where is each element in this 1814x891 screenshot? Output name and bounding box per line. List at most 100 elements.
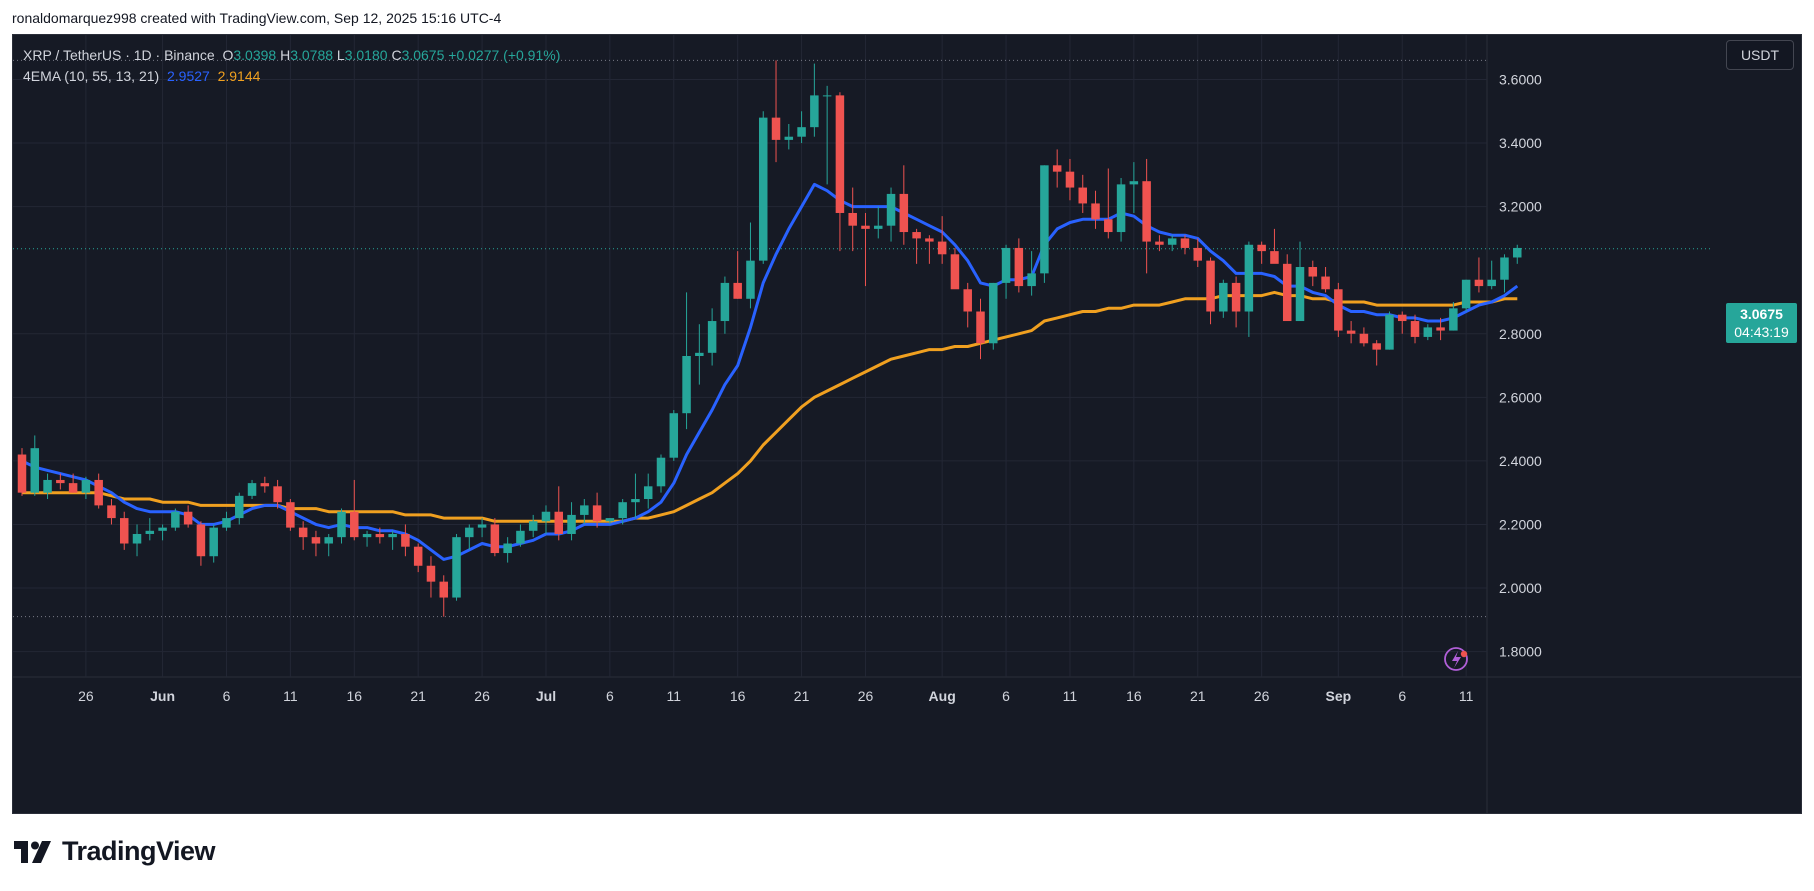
ema-layer bbox=[21, 182, 1519, 561]
candle bbox=[260, 476, 270, 493]
candle-body bbox=[324, 537, 333, 544]
candle-body bbox=[273, 486, 282, 503]
currency-button[interactable]: USDT bbox=[1726, 40, 1794, 70]
candle bbox=[247, 479, 257, 500]
candle bbox=[503, 537, 512, 563]
candle-body bbox=[350, 511, 359, 538]
candle bbox=[707, 308, 717, 366]
candle bbox=[516, 524, 525, 547]
candle-body bbox=[1014, 247, 1024, 287]
candle bbox=[350, 479, 359, 541]
candle bbox=[989, 282, 998, 350]
y-tick-label: 2.2000 bbox=[1499, 516, 1542, 532]
candle-body bbox=[1129, 181, 1139, 185]
candle-body bbox=[388, 533, 397, 538]
candle bbox=[618, 499, 627, 525]
symbol-label[interactable]: XRP / TetherUS · 1D · Binance bbox=[23, 47, 215, 63]
candle bbox=[324, 533, 333, 557]
bar-countdown: 04:43:19 bbox=[1734, 324, 1789, 340]
candle bbox=[822, 85, 832, 185]
x-tick-label: 6 bbox=[1398, 688, 1406, 704]
x-tick-label: Jun bbox=[150, 688, 175, 704]
candles bbox=[17, 60, 1522, 617]
candle-body bbox=[1257, 244, 1266, 252]
candle bbox=[874, 206, 883, 239]
candle bbox=[298, 521, 308, 550]
candle-body bbox=[503, 543, 512, 554]
candle bbox=[912, 228, 921, 264]
candle-body bbox=[784, 136, 794, 140]
candle bbox=[94, 473, 103, 509]
x-tick-label: 11 bbox=[667, 688, 682, 704]
low-label: L bbox=[336, 47, 345, 63]
candle-body bbox=[439, 581, 448, 598]
candle bbox=[17, 448, 27, 496]
alert-icon[interactable] bbox=[1444, 647, 1468, 671]
candle-body bbox=[1065, 171, 1075, 188]
candle bbox=[810, 63, 819, 137]
close-label: C bbox=[391, 47, 402, 63]
candle bbox=[656, 454, 666, 493]
candle-body bbox=[1321, 276, 1330, 290]
candle bbox=[1142, 158, 1151, 274]
candle bbox=[286, 499, 295, 531]
candle-body bbox=[337, 511, 346, 538]
candle-body bbox=[912, 232, 921, 239]
candle-body bbox=[1282, 263, 1292, 322]
candle bbox=[107, 499, 116, 525]
candle bbox=[937, 216, 947, 264]
candle-body bbox=[1308, 267, 1318, 277]
candle-body bbox=[1167, 238, 1177, 245]
candle-body bbox=[452, 537, 461, 598]
candle-body bbox=[401, 533, 410, 547]
candle-body bbox=[580, 505, 589, 515]
candle bbox=[196, 521, 206, 566]
candle bbox=[631, 473, 640, 519]
candle bbox=[950, 247, 960, 290]
price-chart[interactable]: 3.6000 3.4000 3.2000 2.8000 2.6000 2.4000 2.20… bbox=[13, 35, 1802, 814]
candle-body bbox=[631, 499, 640, 503]
candle bbox=[682, 292, 691, 430]
candle bbox=[580, 499, 589, 525]
chart-panel[interactable]: 3.6000 3.4000 3.2000 2.8000 2.6000 2.4000 2.20… bbox=[12, 34, 1802, 814]
candle bbox=[1065, 158, 1075, 201]
candle-body bbox=[1193, 247, 1203, 261]
ema-fast-line bbox=[21, 182, 1519, 561]
candle bbox=[439, 575, 448, 617]
candle bbox=[1129, 162, 1139, 213]
candle-body bbox=[1423, 327, 1433, 337]
candle-body bbox=[592, 505, 602, 522]
tradingview-brand[interactable]: TradingView bbox=[62, 836, 216, 866]
x-tick-label: 16 bbox=[1126, 688, 1142, 704]
y-axis: 3.6000 3.4000 3.2000 2.8000 2.6000 2.4000 2.20… bbox=[1499, 71, 1542, 659]
candle bbox=[362, 530, 372, 547]
candle bbox=[1052, 149, 1062, 188]
candle bbox=[1282, 254, 1292, 322]
candle bbox=[1487, 260, 1496, 290]
candle bbox=[1372, 340, 1381, 366]
candle bbox=[1346, 321, 1356, 344]
candle bbox=[771, 60, 781, 163]
candle-body bbox=[171, 511, 180, 528]
indicator-label[interactable]: 4EMA (10, 55, 13, 21) bbox=[23, 68, 160, 84]
candle-body bbox=[68, 483, 78, 493]
candle bbox=[848, 187, 857, 252]
candle-body bbox=[567, 514, 576, 534]
candle-body bbox=[720, 282, 730, 322]
candle bbox=[401, 524, 410, 557]
ema-slow-line bbox=[22, 290, 1518, 523]
candle-body bbox=[1461, 279, 1471, 309]
change-value: +0.0277 (+0.91%) bbox=[448, 47, 561, 63]
candle bbox=[81, 476, 91, 500]
candle bbox=[899, 165, 909, 245]
low-value: 3.0180 bbox=[344, 47, 388, 63]
candle bbox=[209, 524, 218, 563]
candle bbox=[1219, 279, 1228, 318]
candle bbox=[1180, 235, 1190, 255]
candle-body bbox=[1027, 273, 1036, 287]
candle-body bbox=[235, 495, 244, 519]
candle-body bbox=[145, 530, 155, 534]
candle-body bbox=[1397, 314, 1407, 322]
candle-body bbox=[183, 511, 193, 525]
candle bbox=[1027, 251, 1036, 296]
